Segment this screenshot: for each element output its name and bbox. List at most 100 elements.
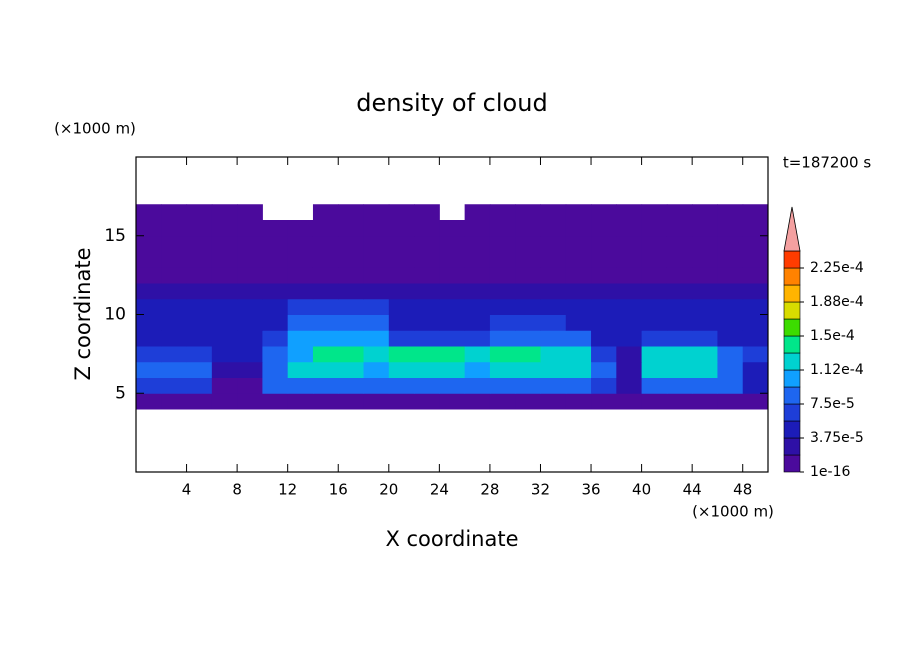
contour-cell [136, 220, 162, 237]
contour-cell [211, 330, 238, 347]
contour-cell [717, 377, 744, 394]
x-tick-label: 36 [581, 481, 600, 499]
contour-cell [565, 267, 592, 284]
colorbar-band [783, 301, 801, 320]
contour-cell [388, 346, 415, 363]
contour-cell [717, 220, 744, 237]
contour-cell [464, 377, 491, 394]
contour-cell [489, 298, 516, 315]
contour-cell [414, 314, 440, 331]
contour-cell [363, 330, 390, 347]
contour-cell [565, 298, 592, 315]
y-tick-label: 15 [104, 226, 126, 246]
contour-cell [616, 283, 643, 300]
contour-cell [692, 267, 718, 284]
colorbar-band [783, 403, 801, 422]
contour-cell [338, 393, 365, 410]
contour-cell [666, 283, 693, 300]
contour-cell [641, 346, 668, 363]
contour-cell [692, 204, 718, 221]
contour-cell [666, 314, 693, 331]
x-axis-title: X coordinate [385, 527, 518, 551]
contour-cell [262, 283, 289, 300]
contour-cell [312, 235, 339, 252]
contour-cell [262, 298, 289, 315]
contour-cell [464, 298, 491, 315]
contour-cell [464, 220, 491, 237]
contour-cell [591, 235, 617, 252]
contour-cell [363, 283, 390, 300]
contour-cell [161, 235, 188, 252]
contour-cell [237, 298, 263, 315]
contour-cell [211, 220, 238, 237]
contour-cell [287, 314, 314, 331]
contour-cell [161, 361, 188, 378]
contour-cell [312, 393, 339, 410]
contour-cell [338, 346, 365, 363]
contour-cell [616, 267, 643, 284]
contour-cell [312, 346, 339, 363]
colorbar-band [783, 250, 801, 269]
contour-cell [312, 283, 339, 300]
contour-cell [489, 361, 516, 378]
contour-cell [616, 204, 643, 221]
contour-cell [211, 361, 238, 378]
contour-cell [540, 361, 567, 378]
contour-cell [388, 251, 415, 268]
colorbar-band [783, 318, 801, 337]
contour-cell [666, 393, 693, 410]
contour-cell [363, 393, 390, 410]
contour-cell [515, 377, 541, 394]
contour-cell [591, 393, 617, 410]
colorbar-tick-label: 7.5e-5 [810, 396, 855, 412]
contour-cell [616, 377, 643, 394]
contour-cell [489, 346, 516, 363]
contour-cell [666, 235, 693, 252]
contour-cell [136, 283, 162, 300]
contour-cell [742, 346, 769, 363]
contour-cell [439, 361, 466, 378]
contour-cell [591, 377, 617, 394]
contour-cell [338, 251, 365, 268]
contour-cell [262, 377, 289, 394]
contour-cell [262, 251, 289, 268]
contour-cell [287, 220, 314, 237]
contour-cell [464, 361, 491, 378]
contour-cell [515, 314, 541, 331]
time-label: t=187200 s [783, 154, 871, 172]
contour-cell [515, 204, 541, 221]
contour-cell [591, 346, 617, 363]
contour-cell [414, 283, 440, 300]
contour-cell [414, 361, 440, 378]
contour-cell [692, 220, 718, 237]
contour-cell [489, 393, 516, 410]
contour-cell [464, 267, 491, 284]
contour-cell [414, 377, 440, 394]
contour-cell [237, 267, 263, 284]
contour-cell [641, 204, 668, 221]
contour-cell [312, 314, 339, 331]
colorbar-band [783, 369, 801, 388]
contour-cell [666, 377, 693, 394]
contour-cell [312, 361, 339, 378]
contour-cell [161, 330, 188, 347]
contour-cell [641, 330, 668, 347]
contour-cell [186, 330, 213, 347]
contour-cell [742, 393, 769, 410]
contour-cell [616, 235, 643, 252]
contour-cell [414, 220, 440, 237]
contour-cell [565, 330, 592, 347]
contour-cell [717, 346, 744, 363]
contour-cell [186, 283, 213, 300]
x-tick-label: 16 [329, 481, 348, 499]
contour-cell [742, 377, 769, 394]
contour-cell [540, 235, 567, 252]
contour-cell [591, 361, 617, 378]
contour-cell [565, 235, 592, 252]
contour-cell [211, 251, 238, 268]
contour-cell [237, 393, 263, 410]
contour-cell [616, 251, 643, 268]
contour-cell [136, 298, 162, 315]
contour-cell [338, 298, 365, 315]
contour-cell [515, 361, 541, 378]
